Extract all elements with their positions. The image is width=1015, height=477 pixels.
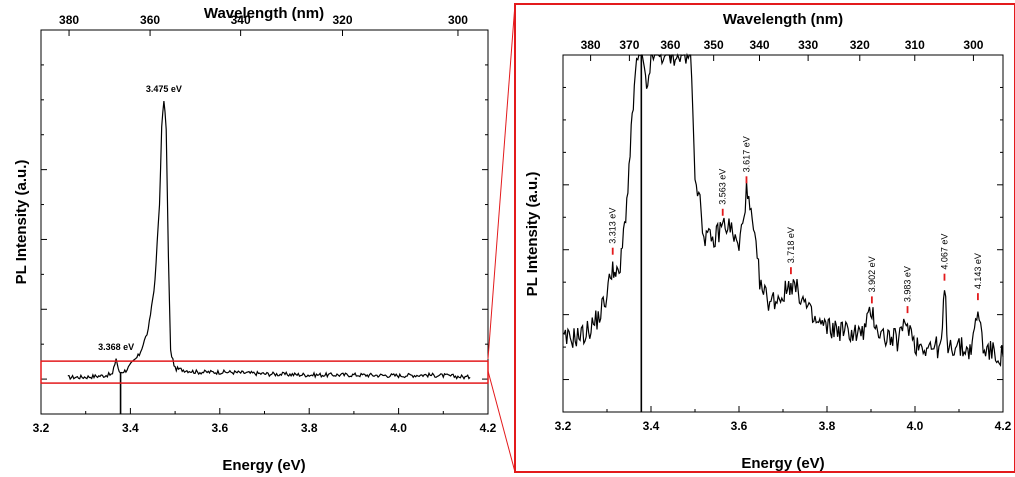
zoom-connector-bottom xyxy=(487,370,516,473)
right-x-axis-label: Energy (eV) xyxy=(741,455,824,472)
left-axis-ticks: 3.2 3.4 3.6 3.8 4.0 4.2 380 360 340 320 300 xyxy=(33,13,497,435)
data-line-series xyxy=(562,52,1004,368)
peak-label: 3.983 eV xyxy=(903,266,913,302)
top-tick-label: 320 xyxy=(332,13,352,27)
right-plot-area: 3.313 eV 3.563 eV 3.617 eV 3.718 eV 3.902 eV… xyxy=(562,52,1004,412)
left-plot-area: 3.475 eV 3.368 eV xyxy=(40,84,489,414)
top-tick-label: 300 xyxy=(963,38,983,52)
peak-label: 3.313 eV xyxy=(608,208,618,244)
top-tick-label: 360 xyxy=(140,13,160,27)
top-tick-label: 350 xyxy=(704,38,724,52)
data-line-series xyxy=(67,100,471,381)
right-top-axis-label: Wavelength (nm) xyxy=(723,11,843,28)
top-tick-label: 330 xyxy=(798,38,818,52)
zoom-connector-top xyxy=(487,3,516,360)
x-tick-label: 4.2 xyxy=(480,421,497,435)
peak-label: 4.143 eV xyxy=(973,253,983,289)
left-plot-frame xyxy=(40,29,489,415)
top-tick-label: 340 xyxy=(231,13,251,27)
x-tick-label: 4.0 xyxy=(390,421,407,435)
left-x-axis-label: Energy (eV) xyxy=(222,457,305,474)
top-tick-label: 320 xyxy=(850,38,870,52)
peak-label: 3.563 eV xyxy=(718,169,728,205)
x-tick-label: 3.6 xyxy=(211,421,228,435)
right-plot-frame xyxy=(562,54,1004,413)
right-red-frame xyxy=(514,3,1015,473)
x-tick-label: 3.2 xyxy=(33,421,50,435)
peak-annotation: 3.368 eV xyxy=(98,342,134,352)
x-tick-label: 3.4 xyxy=(643,419,660,433)
zoom-highlight-box xyxy=(40,360,489,384)
left-top-axis-label: Wavelength (nm) xyxy=(204,5,324,22)
top-tick-label: 380 xyxy=(59,13,79,27)
peak-label: 3.617 eV xyxy=(741,136,751,172)
x-tick-label: 3.2 xyxy=(555,419,572,433)
x-tick-label: 4.0 xyxy=(907,419,924,433)
top-tick-label: 370 xyxy=(619,38,639,52)
top-tick-label: 360 xyxy=(660,38,680,52)
right-y-axis-label: PL Intensity (a.u.) xyxy=(524,172,541,297)
top-tick-label: 340 xyxy=(749,38,769,52)
top-tick-label: 310 xyxy=(905,38,925,52)
x-tick-label: 3.6 xyxy=(731,419,748,433)
top-tick-label: 380 xyxy=(581,38,601,52)
peak-label: 3.718 eV xyxy=(786,227,796,263)
x-tick-label: 3.4 xyxy=(122,421,139,435)
peak-label: 3.902 eV xyxy=(867,256,877,292)
x-tick-label: 4.2 xyxy=(995,419,1012,433)
left-y-axis-label: PL Intensity (a.u.) xyxy=(13,160,30,285)
left-chart: 3.2 3.4 3.6 3.8 4.0 4.2 380 360 340 320 300 3.475 … xyxy=(13,5,497,474)
x-tick-label: 3.8 xyxy=(819,419,836,433)
x-tick-label: 3.8 xyxy=(301,421,318,435)
peak-label: 4.067 eV xyxy=(939,234,949,270)
top-tick-label: 300 xyxy=(448,13,468,27)
peak-annotation: 3.475 eV xyxy=(146,84,182,94)
